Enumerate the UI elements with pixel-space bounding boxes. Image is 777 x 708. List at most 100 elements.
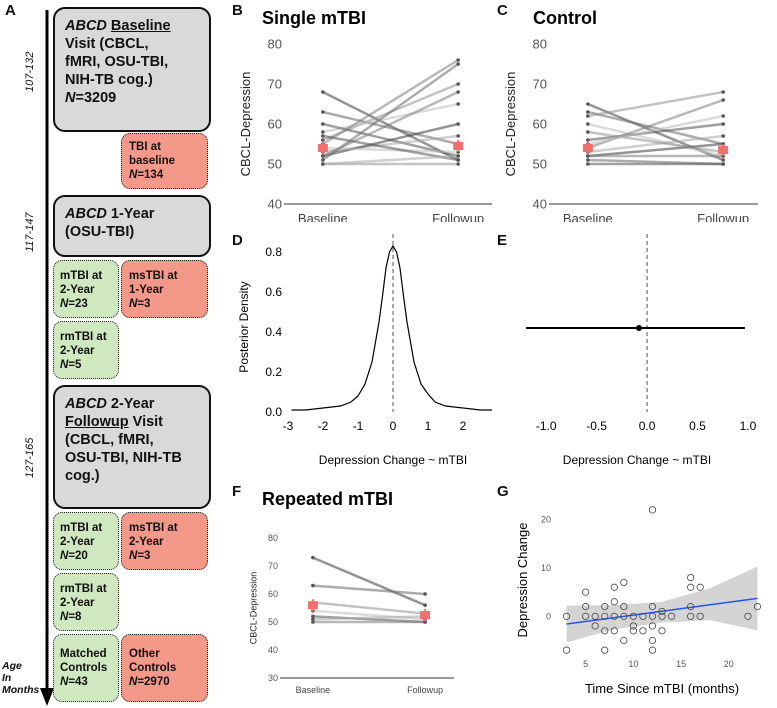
chart-b-subject-line-5 [322,58,459,146]
rmtbi-2year-box-b: rmTBI at 2-Year N=8 [53,573,119,631]
chart-c-point-baseline-8 [586,158,590,162]
chart-c-ytick-4: 80 [533,37,547,52]
chart-c-point-followup-4 [721,122,725,126]
chart-g-xtick-1: 10 [628,659,638,669]
chart-g-point-6 [591,612,599,620]
chart-b-title: Single mTBI [262,8,366,28]
chart-g-point-16 [620,636,628,645]
chart-f-point-baseline-1 [311,583,315,588]
chart-b-ytick-2: 60 [268,117,282,132]
panel-label-f: F [232,483,242,500]
chart-g-point-21 [629,622,637,630]
chart-d-ylabel: Posterior Density [237,281,251,372]
chart-c-point-baseline-12 [586,154,590,158]
chart-e-xtick-2: 0.0 [639,419,656,433]
chart-f-point-baseline-5 [311,620,315,624]
chart-g-point-4 [582,612,590,620]
chart-b-xtick-0: Baseline [298,211,348,222]
chart-b-subject-line-0 [322,90,459,162]
chart-g-point-9 [601,627,609,635]
chart-b-point-followup-6 [456,134,460,138]
chart-g-point-17 [620,612,628,620]
chart-f-point-baseline-0 [311,555,315,560]
chart-g-point-19 [629,627,637,635]
chart-f-point-baseline-6 [311,617,315,621]
chart-b-point-followup-11 [456,158,460,162]
chart-f-point-baseline-4 [311,614,315,619]
chart-g-point-29 [648,506,657,514]
chart-d-ytick-0: 0.0 [265,405,282,419]
chart-b-mean-marker-1 [453,142,464,150]
chart-d-xtick-0: -3 [283,419,294,433]
chart-g-point-38 [696,612,704,620]
chart-f-ytick-1: 40 [268,645,278,655]
chart-g-point-3 [582,588,590,596]
panel-label-g: G [497,483,509,500]
chart-g-confidence-band [566,566,758,643]
chart-g-xlabel: Time Since mTBI (months) [585,681,739,696]
chart-g-point-26 [648,612,657,620]
chart-c-point-followup-11 [721,162,725,166]
chart-c-subject-line-7 [587,142,724,158]
chart-c-mean-marker-0 [582,144,593,152]
chart-g-point-37 [687,612,695,620]
chart-b-mean-marker-0 [317,144,328,152]
chart-d-density-curve [291,244,492,411]
chart-g-xtick-3: 20 [724,659,734,669]
chart-b-ytick-0: 40 [268,197,282,212]
chart-c-point-baseline-2 [586,114,590,118]
chart-f-subject-line-2 [312,601,426,615]
chart-g-point-31 [658,607,666,616]
chart-b-subject-line-13 [322,154,459,166]
chart-d-ytick-4: 0.8 [265,245,282,259]
chart-f-mean-marker-0 [307,601,318,610]
year1-visit-box: ABCD 1-Year (OSU-TBI) [53,195,211,257]
chart-b-subject-line-10 [322,146,459,154]
mtbi-2year-box-b: mTBI at 2-Year N=20 [53,512,119,570]
chart-g-fit-line [566,597,758,625]
panel-label-c: C [497,2,508,19]
chart-d-xlabel: Depression Change ~ mTBI [319,453,467,467]
chart-g-point-7 [601,603,609,611]
chart-c-point-baseline-11 [586,162,590,166]
chart-g-point-22 [639,627,647,635]
other-controls-box: Other Controls N=2970 [121,634,208,702]
baseline-visit-box: ABCD Baseline Visit (CBCL, fMRI, OSU-TBI… [53,7,211,132]
chart-b-point-followup-9 [456,162,460,166]
chart-f-xtick-0: Baseline [296,685,331,695]
chart-b-point-baseline-1 [321,110,325,114]
chart-c-control: Control 40 50 60 70 80 Baseline Followup CBCL-D… [503,8,758,222]
chart-e-xtick-1: -0.5 [586,419,607,433]
tbi-baseline-box: TBI at baseline N=134 [121,133,208,189]
chart-c-mean-marker-1 [718,146,729,154]
mstbi-2year-box: msTBI at 2-Year N=3 [121,512,208,570]
chart-c-subject-line-4 [587,122,724,142]
chart-d-xtick-3: 0 [390,419,397,433]
chart-g-point-39 [696,583,704,591]
chart-b-point-baseline-8 [321,158,325,162]
chart-g-time-scatter: 0 10 20 5 10 15 20 Time Since mTBI (months) Depr… [515,505,767,696]
chart-g-point-35 [687,603,695,611]
panel-label-d: D [232,232,243,249]
year2-visit-box: ABCD 2-Year Followup Visit (CBCL, fMRI, … [53,385,211,509]
chart-f-subject-line-0 [312,556,426,607]
chart-f-ytick-4: 70 [268,561,278,571]
chart-g-point-24 [648,636,657,645]
chart-f-ytick-0: 30 [268,673,278,683]
chart-g-point-10 [601,646,609,654]
timeline-arrow [40,10,54,706]
chart-d-xtick-2: -1 [353,419,364,433]
chart-g-point-25 [648,622,657,630]
chart-c-xtick-1: Followup [697,211,749,222]
chart-g-point-20 [629,612,637,620]
chart-g-point-34 [687,573,695,582]
chart-c-point-baseline-4 [586,138,590,142]
chart-f-ylabel: CBCL-Depression [249,572,259,645]
chart-b-subject-line-3 [322,102,459,134]
chart-c-point-baseline-3 [586,122,590,126]
chart-e-xtick-4: 1.0 [740,419,757,433]
chart-c-subject-line-3 [587,122,724,158]
chart-d-xtick-1: -2 [318,419,329,433]
chart-e-estimate-point [636,325,643,331]
chart-g-point-13 [610,627,618,635]
